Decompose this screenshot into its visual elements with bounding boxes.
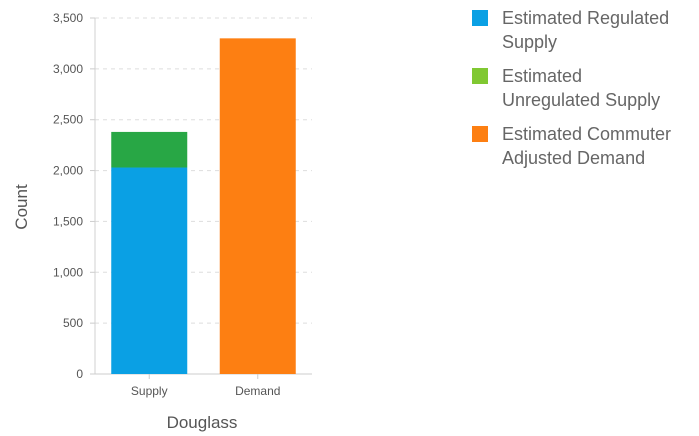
legend-label-line2: Supply (502, 32, 558, 52)
legend-label-line2: Adjusted Demand (502, 148, 646, 168)
y-tick-labels: 0 500 1,000 1,500 2,000 2,500 3,000 3,500 (53, 11, 83, 381)
y-tick-label: 0 (76, 367, 83, 381)
y-axis-title: Count (12, 184, 31, 230)
x-tick-labels: Supply Demand (131, 384, 281, 398)
legend: Estimated Regulated Supply Estimated Unr… (470, 6, 699, 180)
gridlines (90, 17, 312, 379)
legend-label-line1: Estimated Regulated (502, 8, 670, 28)
legend-swatch-square-icon (472, 10, 488, 26)
x-tick-label-demand: Demand (235, 384, 280, 398)
legend-label-line2: Unregulated Supply (502, 90, 661, 110)
y-tick-label: 1,500 (53, 214, 83, 228)
bars (111, 38, 296, 374)
x-axis-title: Douglass (167, 413, 238, 432)
y-tick-label: 3,000 (53, 62, 83, 76)
y-tick-label: 1,000 (53, 265, 83, 279)
legend-label-line1: Estimated (502, 66, 583, 86)
legend-label-line1: Estimated Commuter (502, 124, 672, 144)
legend-swatch-square-icon (472, 126, 488, 142)
legend-swatch-square-icon (472, 68, 488, 84)
legend-item-regulated-supply[interactable]: Estimated Regulated Supply (470, 6, 699, 54)
bar-supply-series-1[interactable] (111, 131, 188, 168)
y-tick-label: 3,500 (53, 11, 83, 25)
bar-demand-series-2[interactable] (219, 38, 296, 374)
legend-item-commuter-adjusted-demand[interactable]: Estimated Commuter Adjusted Demand (470, 122, 699, 170)
y-tick-label: 2,500 (53, 113, 83, 127)
bar-supply-series-0[interactable] (111, 167, 188, 374)
legend-item-unregulated-supply[interactable]: Estimated Unregulated Supply (470, 64, 699, 112)
y-tick-label: 2,000 (53, 164, 83, 178)
y-tick-label: 500 (63, 316, 83, 330)
x-tick-label-supply: Supply (131, 384, 168, 398)
